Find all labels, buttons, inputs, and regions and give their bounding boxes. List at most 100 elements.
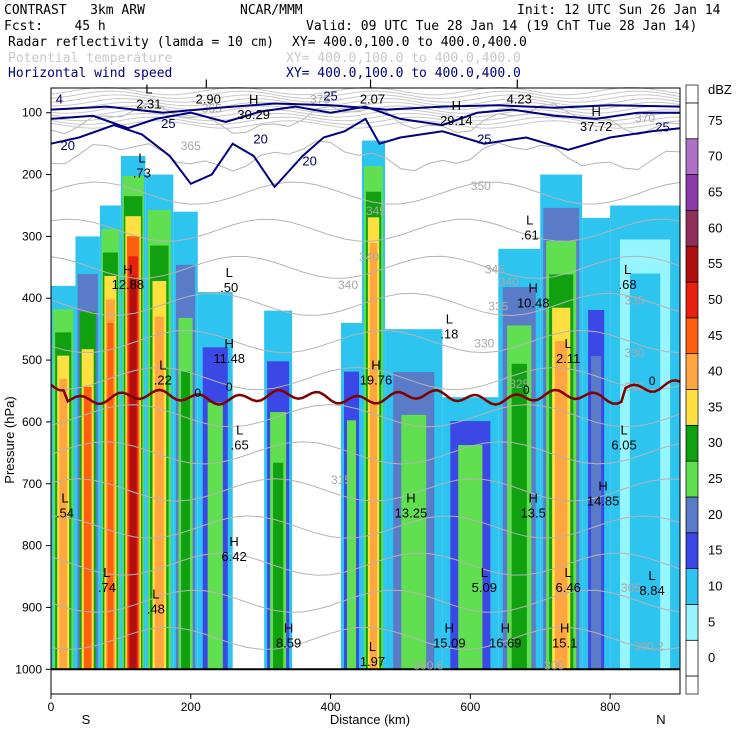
extremum-value: 15.09 — [433, 636, 466, 651]
colorbar-swatch — [685, 245, 699, 283]
theta-line — [50, 552, 681, 576]
field-xy-theta: XY= 400.0,100.0 to 400.0,400.0 — [286, 51, 521, 66]
freezing-label: 0 — [226, 380, 233, 394]
extremum-L: L2.31 — [136, 81, 161, 111]
y-tick-label: 300 — [22, 229, 42, 243]
y-tick-label: 500 — [22, 353, 42, 367]
extremum-value: 12.88 — [112, 277, 145, 292]
valid-time: Valid: 09 UTC Tue 28 Jan 14 (19 ChT Tue … — [306, 19, 698, 34]
extremum-L: L5.09 — [472, 565, 497, 595]
extremum-type: L — [103, 565, 110, 580]
colorbar-swatch — [685, 568, 699, 605]
theta-line-upper — [50, 94, 681, 103]
refl-band-12-2 — [511, 363, 527, 670]
org-name: NCAR/MMM — [240, 3, 303, 18]
theta-label: 370 — [635, 111, 655, 125]
extremum-L: L.61 — [521, 212, 539, 242]
colorbar-swatch — [685, 639, 699, 677]
theta-line-upper — [51, 97, 681, 107]
plot-frame — [50, 87, 681, 695]
extremum-value: 29.14 — [440, 113, 473, 128]
extremum-type: H — [225, 336, 234, 351]
extremum-value: 13.25 — [395, 506, 428, 521]
colorbar-label: 30 — [708, 435, 722, 450]
wind-label: 20 — [61, 138, 75, 153]
extremum-value: .50 — [220, 280, 238, 295]
extremum-L: L.18 — [440, 311, 458, 341]
extremum-H: H6.42 — [221, 534, 246, 564]
theta-label: 375 — [310, 92, 330, 106]
wind-label: 25 — [161, 116, 175, 131]
wind-line-2 — [50, 102, 681, 114]
wind-contours: 20 25 20 20 25 25 25 4 — [50, 88, 681, 189]
y-tick-label: 800 — [22, 539, 42, 553]
colorbar-swatch — [685, 604, 699, 641]
extremum-value: 30.29 — [237, 107, 270, 122]
init-time: Init: 12 UTC Sun 26 Jan 14 — [517, 3, 721, 18]
extremum-H: H15.09 — [433, 621, 466, 651]
extremum-type: L — [565, 565, 572, 580]
colorbar-swatch — [685, 532, 699, 569]
extremum-value: 13.5 — [521, 506, 546, 521]
y-tick-label: 600 — [22, 415, 42, 429]
freezing-label: 0 — [194, 386, 201, 400]
theta-label: 340 — [499, 275, 519, 289]
theta-label: 350 — [471, 179, 491, 193]
extremum-H: H19.76 — [360, 358, 393, 388]
refl-band-1-3 — [83, 386, 92, 670]
theta-label: 330 — [474, 337, 494, 351]
wind-label: 20 — [253, 132, 267, 147]
extremum-H: H14.85 — [587, 478, 620, 508]
extremum-L: L6.05 — [611, 423, 636, 453]
wind-label: 4 — [56, 91, 63, 106]
refl-band-14-2 — [591, 356, 602, 670]
extremum-H: H10.48 — [517, 280, 550, 310]
extremum-H: H12.88 — [112, 262, 145, 292]
colorbar-label: 60 — [708, 220, 722, 235]
extremum-type: H — [598, 478, 607, 493]
extremum-type: L — [624, 262, 631, 277]
extremum-type: L — [526, 212, 533, 227]
extremum-value: 2.31 — [136, 96, 161, 111]
theta-line-upper — [50, 120, 681, 129]
extremum-L: L.54 — [56, 491, 74, 521]
extremum-value: .22 — [154, 373, 172, 388]
y-axis-label: Pressure (hPa) — [2, 396, 17, 483]
extremum-value: 4.23 — [507, 91, 532, 106]
extremum-L: L.48 — [147, 587, 165, 617]
colorbar-label: 0 — [708, 650, 715, 665]
refl-band-13-4 — [555, 341, 568, 670]
theta-label: 300.2 — [634, 640, 664, 654]
y-tick-label: 700 — [22, 477, 42, 491]
extremum-value: .54 — [56, 506, 74, 521]
colorbar-label: 70 — [708, 149, 722, 164]
theta-label: 300 — [544, 658, 564, 672]
colorbar-label: 65 — [708, 184, 722, 199]
theta-label: 325 — [625, 380, 645, 394]
extremum-type: L — [369, 639, 376, 654]
extremum-H: H11.48 — [213, 336, 245, 366]
colorbar-swatch — [685, 317, 699, 355]
colorbar-label: 15 — [708, 543, 722, 558]
extremum-type: H — [284, 621, 293, 636]
theta-label: 340 — [359, 250, 379, 264]
extremum-value: 8.59 — [276, 636, 301, 651]
extremum-type: L — [236, 423, 243, 438]
freezing-label: 0 — [649, 374, 656, 388]
theta-label: 365 — [181, 139, 201, 153]
extremum-type: L — [369, 76, 376, 91]
colorbar-swatch — [685, 84, 699, 104]
theta-line-upper — [50, 90, 681, 100]
extremum-value: 8.84 — [639, 583, 664, 598]
theta-line-upper — [50, 116, 681, 126]
extremum-value: 5.09 — [472, 580, 497, 595]
colorbar-label: 40 — [708, 364, 722, 379]
extremum-H: H8.59 — [276, 621, 301, 651]
extremum-H: H16.69 — [489, 621, 522, 651]
field-name-theta: Potential temperature — [8, 51, 173, 66]
extremum-type: H — [529, 491, 538, 506]
forecast-hour: Fcst: 45 h — [4, 19, 106, 34]
extremum-type: L — [159, 358, 166, 373]
